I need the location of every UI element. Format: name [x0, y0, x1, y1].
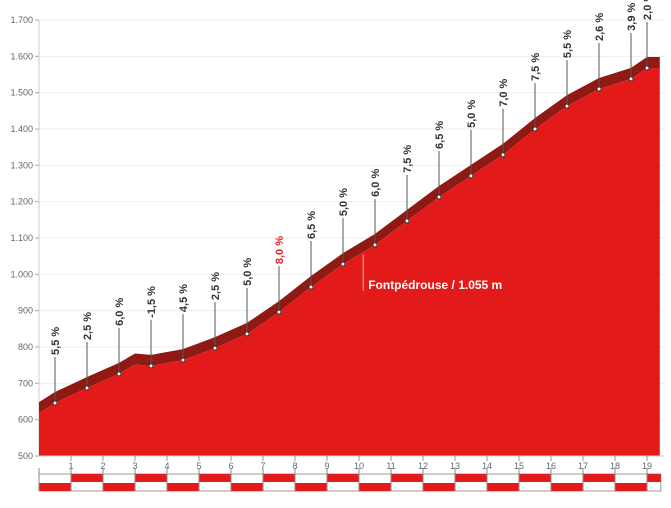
- gradient-marker: [116, 371, 122, 377]
- x-tick-label: 7: [260, 461, 265, 471]
- km-bar-segment: [199, 474, 231, 482]
- gradient-marker: [340, 261, 346, 267]
- x-tick-label: 9: [324, 461, 329, 471]
- x-tick-label: 10: [354, 461, 364, 471]
- gradient-marker: [500, 152, 506, 158]
- y-tick-label: 500: [18, 451, 33, 461]
- gradient-marker: [596, 86, 602, 92]
- gradient-label: 6,5 %: [306, 211, 318, 239]
- y-tick-label: 1.400: [10, 124, 33, 134]
- profile-top-band: [39, 56, 660, 414]
- gradient-marker: [468, 173, 474, 179]
- x-tick-label: 1: [68, 461, 73, 471]
- y-tick-label: 700: [18, 378, 33, 388]
- km-bar-segment: [519, 474, 551, 482]
- x-tick-label: 15: [514, 461, 524, 471]
- gradient-marker: [404, 218, 410, 224]
- y-tick-label: 1.000: [10, 269, 33, 279]
- gradient-label: 8,0 %: [274, 236, 286, 264]
- y-tick-label: 1.200: [10, 197, 33, 207]
- km-bar-segment: [583, 474, 615, 482]
- x-tick-label: 17: [578, 461, 588, 471]
- y-tick-label: 1.100: [10, 233, 33, 243]
- gradient-marker: [212, 345, 218, 351]
- profile-area: [39, 67, 660, 457]
- gradient-marker: [532, 126, 538, 132]
- gradient-label: 5,0 %: [466, 100, 478, 128]
- gradient-label: 6,0 %: [370, 169, 382, 197]
- gradient-label: 2,5 %: [82, 312, 94, 340]
- gradient-label: 5,0 %: [242, 258, 254, 286]
- gradient-marker: [564, 103, 570, 109]
- gradient-label: 7,5 %: [402, 145, 414, 173]
- km-bar-segment: [487, 483, 519, 491]
- y-tick-label: 900: [18, 306, 33, 316]
- gradient-label: 5,5 %: [50, 327, 62, 355]
- gradient-marker: [644, 65, 650, 71]
- x-tick-label: 14: [482, 461, 492, 471]
- gradient-label: 2,5 %: [210, 272, 222, 300]
- gradient-label: 5,0 %: [338, 188, 350, 216]
- x-tick-label: 16: [546, 461, 556, 471]
- y-tick-label: 1.500: [10, 88, 33, 98]
- gradient-marker: [84, 385, 90, 391]
- gradient-marker: [180, 357, 186, 363]
- gradient-label: 3,9 %: [626, 3, 638, 31]
- km-bar-segment: [231, 483, 263, 491]
- gradient-label: 2,6 %: [594, 13, 606, 41]
- x-tick-label: 12: [418, 461, 428, 471]
- gradient-marker: [148, 363, 154, 369]
- gradient-label: 6,5 %: [434, 121, 446, 149]
- gradient-marker: [628, 76, 634, 82]
- gradient-marker: [308, 284, 314, 290]
- km-bar-segment: [391, 474, 423, 482]
- x-tick-label: 3: [132, 461, 137, 471]
- gradient-marker: [244, 331, 250, 337]
- gradient-label: 7,0 %: [498, 78, 510, 106]
- km-bar-segment: [263, 474, 295, 482]
- y-tick-label: 600: [18, 415, 33, 425]
- km-bar-segment: [295, 483, 327, 491]
- y-tick-label: 1.300: [10, 160, 33, 170]
- gradient-label: 5,5 %: [562, 30, 574, 58]
- km-bar-segment: [167, 483, 199, 491]
- x-tick-label: 18: [610, 461, 620, 471]
- x-tick-label: 19: [642, 461, 652, 471]
- gradient-marker: [276, 309, 282, 315]
- gradient-label: 4,5 %: [178, 284, 190, 312]
- y-tick-label: 800: [18, 342, 33, 352]
- x-tick-label: 8: [292, 461, 297, 471]
- gradient-marker: [436, 194, 442, 200]
- km-bar-segment: [71, 474, 103, 482]
- annotation-label: Fontpédrouse / 1.055 m: [368, 278, 502, 292]
- km-bar-segment: [359, 483, 391, 491]
- gradient-label: 7,5 %: [530, 53, 542, 81]
- gradient-marker: [372, 242, 378, 248]
- km-bar-segment: [103, 483, 135, 491]
- km-bar-segment: [135, 474, 167, 482]
- gradient-label: 2,0 %: [642, 0, 654, 20]
- km-bar-segment: [647, 474, 661, 482]
- y-tick-label: 1.700: [10, 15, 33, 25]
- x-tick-label: 2: [100, 461, 105, 471]
- km-bar-segment: [615, 483, 647, 491]
- y-tick-label: 1.600: [10, 51, 33, 61]
- x-tick-label: 5: [196, 461, 201, 471]
- km-bar-segment: [423, 483, 455, 491]
- km-bar-segment: [327, 474, 359, 482]
- x-tick-label: 13: [450, 461, 460, 471]
- gradient-label: 6,0 %: [114, 298, 126, 326]
- km-bar-segment: [551, 483, 583, 491]
- x-tick-label: 6: [228, 461, 233, 471]
- x-tick-label: 4: [164, 461, 169, 471]
- gradient-marker: [52, 400, 58, 406]
- km-bar-segment: [455, 474, 487, 482]
- gradient-label: -1,5 %: [146, 286, 158, 318]
- km-bar-segment: [39, 483, 71, 491]
- x-tick-label: 11: [386, 461, 395, 471]
